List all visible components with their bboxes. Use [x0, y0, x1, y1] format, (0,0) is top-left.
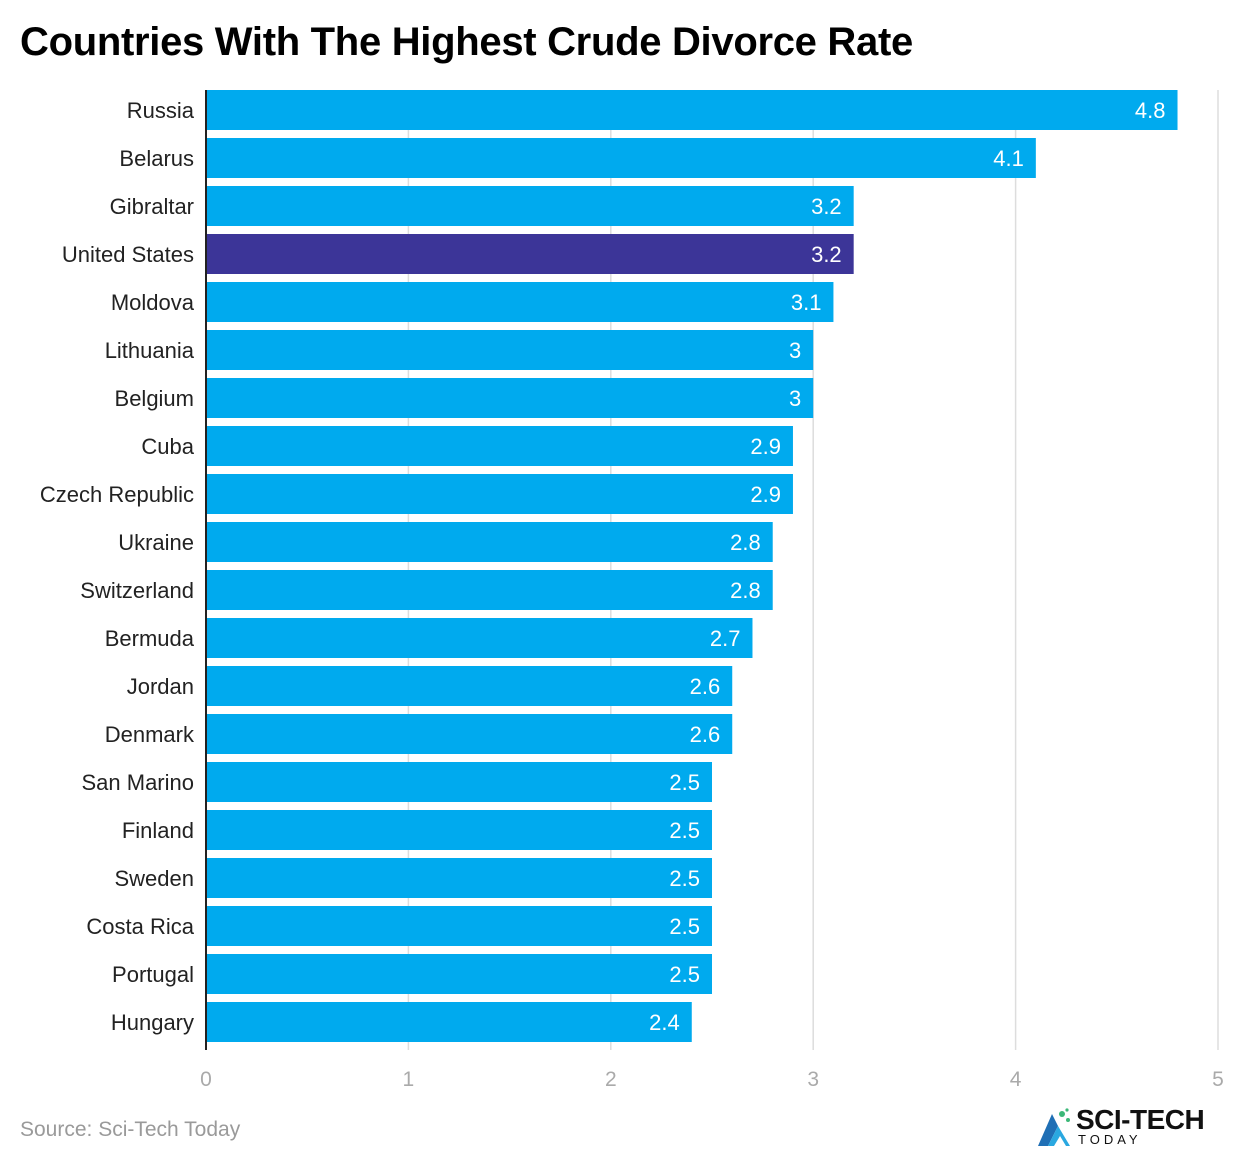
category-label: Lithuania [105, 338, 195, 363]
bar [207, 522, 773, 562]
category-label: Portugal [112, 962, 194, 987]
data-label: 2.5 [669, 770, 700, 795]
chart-title: Countries With The Highest Crude Divorce… [20, 20, 913, 64]
data-label: 2.9 [750, 482, 781, 507]
bar [207, 1002, 692, 1042]
x-tick-label: 1 [403, 1068, 415, 1090]
category-label: Czech Republic [40, 482, 194, 507]
data-label: 3.2 [811, 242, 842, 267]
bar [207, 90, 1178, 130]
bar [207, 666, 733, 706]
logo-name: SCI-TECH [1076, 1104, 1205, 1135]
category-label: Ukraine [118, 530, 194, 555]
data-label: 3.2 [811, 194, 842, 219]
category-label: Hungary [111, 1010, 194, 1035]
category-label: Moldova [111, 290, 195, 315]
bar-chart: 0 1 2 3 4 5 Russia 4.8 Belarus 4.1 Gibraltar 3.2 Uni… [40, 90, 1224, 1090]
x-tick-label: 2 [605, 1068, 617, 1090]
category-label: Switzerland [80, 578, 194, 603]
bar [207, 378, 814, 418]
bar [207, 282, 834, 322]
bar [207, 906, 712, 946]
category-label: Sweden [114, 866, 194, 891]
bar [207, 234, 854, 274]
category-label: Costa Rica [86, 914, 194, 939]
logo-mark-icon [1038, 1108, 1070, 1146]
bar [207, 330, 814, 370]
category-label: Denmark [105, 722, 195, 747]
category-label: Russia [127, 98, 195, 123]
logo-subtitle: TODAY [1078, 1132, 1142, 1147]
data-label: 2.5 [669, 818, 700, 843]
data-label: 2.5 [669, 962, 700, 987]
category-label: San Marino [81, 770, 194, 795]
data-label: 2.6 [690, 722, 721, 747]
bar [207, 810, 712, 850]
source-note: Source: Sci-Tech Today [20, 1118, 241, 1141]
bar [207, 762, 712, 802]
category-label: Finland [122, 818, 194, 843]
data-label: 2.5 [669, 866, 700, 891]
bar [207, 954, 712, 994]
bar [207, 474, 793, 514]
data-label: 2.4 [649, 1010, 680, 1035]
bar [207, 138, 1036, 178]
x-tick-label: 4 [1010, 1068, 1022, 1090]
bar [207, 858, 712, 898]
category-label: Jordan [127, 674, 194, 699]
x-tick-label: 0 [200, 1068, 212, 1090]
data-label: 2.5 [669, 914, 700, 939]
data-label: 2.8 [730, 578, 761, 603]
data-label: 4.1 [993, 146, 1024, 171]
category-label: Cuba [141, 434, 194, 459]
category-label: United States [62, 242, 194, 267]
bar [207, 426, 793, 466]
x-tick-label: 5 [1212, 1068, 1224, 1090]
data-label: 2.7 [710, 626, 741, 651]
category-label: Belarus [119, 146, 194, 171]
data-label: 3.1 [791, 290, 822, 315]
bar [207, 618, 753, 658]
bar [207, 714, 733, 754]
data-label: 3 [789, 386, 801, 411]
bar [207, 570, 773, 610]
category-label: Gibraltar [110, 194, 194, 219]
data-label: 2.8 [730, 530, 761, 555]
data-label: 3 [789, 338, 801, 363]
category-label: Bermuda [105, 626, 195, 651]
bar [207, 186, 854, 226]
x-tick-label: 3 [807, 1068, 819, 1090]
brand-logo: SCI-TECH TODAY [1034, 1104, 1224, 1152]
category-label: Belgium [115, 386, 194, 411]
data-label: 2.6 [690, 674, 721, 699]
data-label: 2.9 [750, 434, 781, 459]
data-label: 4.8 [1135, 98, 1166, 123]
